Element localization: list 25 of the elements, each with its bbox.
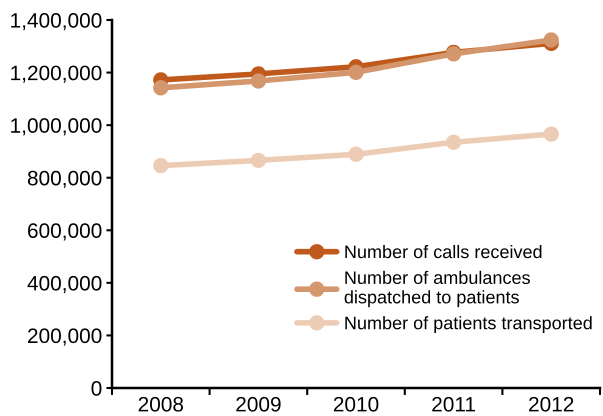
x-tick-label: 2012 <box>529 396 574 412</box>
x-tick-label: 2010 <box>334 396 378 412</box>
y-tick-label: 400,000 <box>27 276 102 294</box>
point <box>250 73 266 89</box>
y-tick-label: 1,200,000 <box>11 66 102 83</box>
x-tick-label: 2011 <box>432 396 475 412</box>
point <box>348 146 364 162</box>
x-tick-label: 2009 <box>236 396 281 412</box>
legend-label: Number of patients transported <box>345 316 592 333</box>
legend-label: Number of ambulances dispatched to patients <box>344 270 530 308</box>
legend-label: Number of calls received <box>345 244 542 258</box>
point <box>348 64 364 80</box>
y-tick-label: 200,000 <box>28 328 102 346</box>
y-tick-label: 0 <box>92 381 102 396</box>
point <box>544 126 559 142</box>
point <box>544 32 559 48</box>
point <box>153 158 168 174</box>
point <box>446 134 462 150</box>
point <box>153 80 168 96</box>
y-tick-label: 800,000 <box>28 170 102 188</box>
x-tick-label: 2008 <box>138 396 184 412</box>
y-tick-label: 1,400,000 <box>11 13 102 30</box>
point <box>250 152 266 168</box>
y-tick-label: 600,000 <box>28 223 102 240</box>
y-tick-label: 1,000,000 <box>11 118 102 136</box>
